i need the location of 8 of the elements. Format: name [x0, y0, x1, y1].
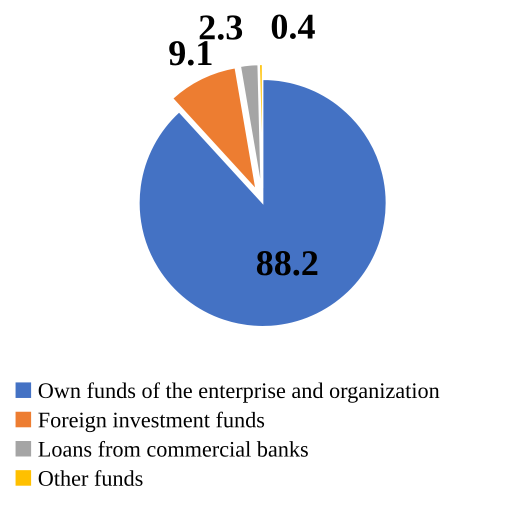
legend-label: Foreign investment funds [38, 412, 264, 432]
data-label: 88.2 [256, 251, 318, 276]
data-label: 0.4 [272, 14, 315, 40]
legend-label: Loans from commercial banks [38, 440, 308, 457]
legend-label: Own funds of the enterprise and organization [38, 382, 440, 403]
data-label: 2.3 [200, 15, 242, 40]
data-label: 9.1 [169, 41, 212, 66]
legend-label: Other funds [38, 470, 143, 486]
